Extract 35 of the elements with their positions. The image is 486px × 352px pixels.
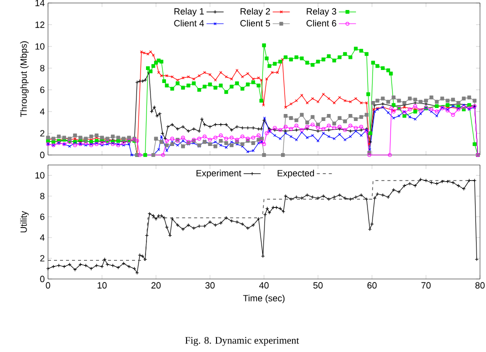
legend-label: Relay 1 xyxy=(174,8,204,16)
x-tick-label: 0 xyxy=(46,282,50,289)
y-tick-label: 2 xyxy=(40,255,44,262)
x-axis-title: Time (sec) xyxy=(243,294,285,304)
x-tick-label: 80 xyxy=(475,282,485,289)
y-tick-label: 4 xyxy=(40,108,45,115)
y-tick-label: 10 xyxy=(35,172,44,179)
legend-label: Client 5 xyxy=(240,20,270,26)
x-tick-label: 40 xyxy=(259,282,269,289)
legend-label: Expected xyxy=(278,170,314,178)
x-tick-label: 10 xyxy=(98,282,107,289)
y-axis-title: Utility xyxy=(20,211,29,232)
x-tick-label: 30 xyxy=(205,282,215,289)
x-tick-label: 60 xyxy=(367,282,377,289)
legend-label: Relay 2 xyxy=(240,8,270,16)
y-tick-label: 8 xyxy=(40,192,44,200)
y-axis-title: Throughput (Mbps) xyxy=(20,41,29,118)
y-tick-label: 4 xyxy=(40,234,45,241)
y-tick-label: 0 xyxy=(40,152,44,158)
y-tick-label: 0 xyxy=(40,276,44,282)
x-tick-label: 70 xyxy=(421,282,431,289)
legend-label: Client 4 xyxy=(174,20,204,26)
y-tick-label: 6 xyxy=(40,214,44,220)
y-tick-label: 8 xyxy=(40,64,44,72)
y-tick-label: 2 xyxy=(40,130,44,136)
legend-label: Relay 3 xyxy=(306,8,336,16)
legend-label: Experiment xyxy=(196,170,242,178)
y-tick-label: 10 xyxy=(35,43,44,50)
x-tick-label: 20 xyxy=(151,282,161,289)
caption: Fig. 8. Dynamic experiment xyxy=(185,336,300,346)
y-tick-label: 6 xyxy=(40,86,44,94)
y-tick-label: 12 xyxy=(35,22,44,28)
legend-label: Client 6 xyxy=(306,20,336,26)
x-tick-label: 50 xyxy=(313,282,323,289)
y-tick-label: 14 xyxy=(35,0,45,6)
